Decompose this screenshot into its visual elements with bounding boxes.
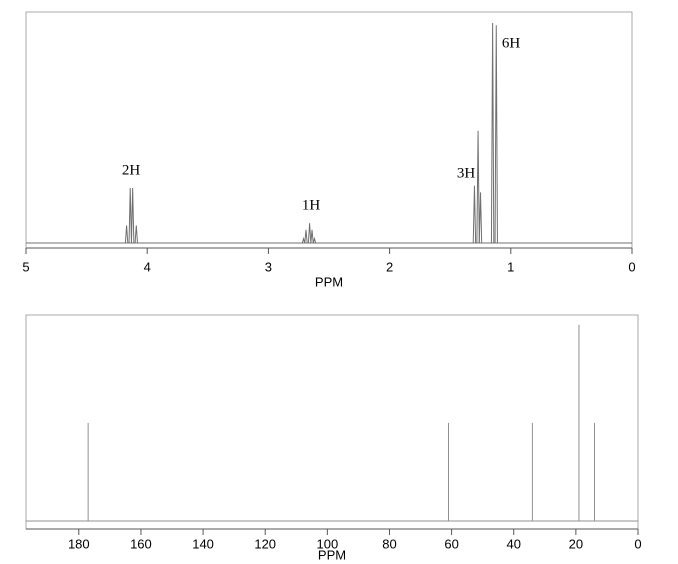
peak [301, 236, 306, 244]
peak [494, 25, 498, 244]
x-tick-label: 4 [144, 259, 151, 274]
peak-annotation: 3H [457, 165, 476, 181]
x-tick-label: 0 [628, 259, 635, 274]
x-tick-label: 160 [130, 536, 152, 551]
peak [312, 236, 317, 244]
x-tick-label: 40 [507, 536, 521, 551]
x-tick-label: 60 [444, 536, 458, 551]
x-axis-label: PPM [318, 547, 346, 562]
x-tick-label: 80 [382, 536, 396, 551]
peak-annotation: 2H [122, 162, 141, 178]
peak [130, 187, 135, 244]
peak-annotation: 1H [302, 197, 321, 213]
x-tick-label: 120 [254, 536, 276, 551]
x-tick-label: 100 [316, 536, 338, 551]
x-tick-label: 3 [265, 259, 272, 274]
peak [128, 187, 132, 244]
x-tick-label: 20 [569, 536, 583, 551]
plot-frame [25, 11, 633, 249]
peak-annotation: 6H [502, 35, 521, 51]
peak [472, 185, 477, 244]
x-tick-label: 0 [634, 536, 641, 551]
x-tick-label: 180 [68, 536, 90, 551]
x-tick-label: 2 [386, 259, 393, 274]
peak [490, 22, 495, 244]
peak [124, 225, 129, 244]
plot-frame [25, 314, 639, 530]
x-tick-label: 1 [507, 259, 514, 274]
x-tick-label: 5 [22, 259, 29, 274]
x-axis-label: PPM [315, 274, 343, 289]
peak [304, 229, 308, 244]
x-tick-label: 140 [192, 536, 214, 551]
peak [134, 225, 138, 244]
peak [307, 223, 312, 244]
peak [478, 192, 483, 244]
peak [310, 229, 314, 244]
peak [476, 130, 480, 244]
